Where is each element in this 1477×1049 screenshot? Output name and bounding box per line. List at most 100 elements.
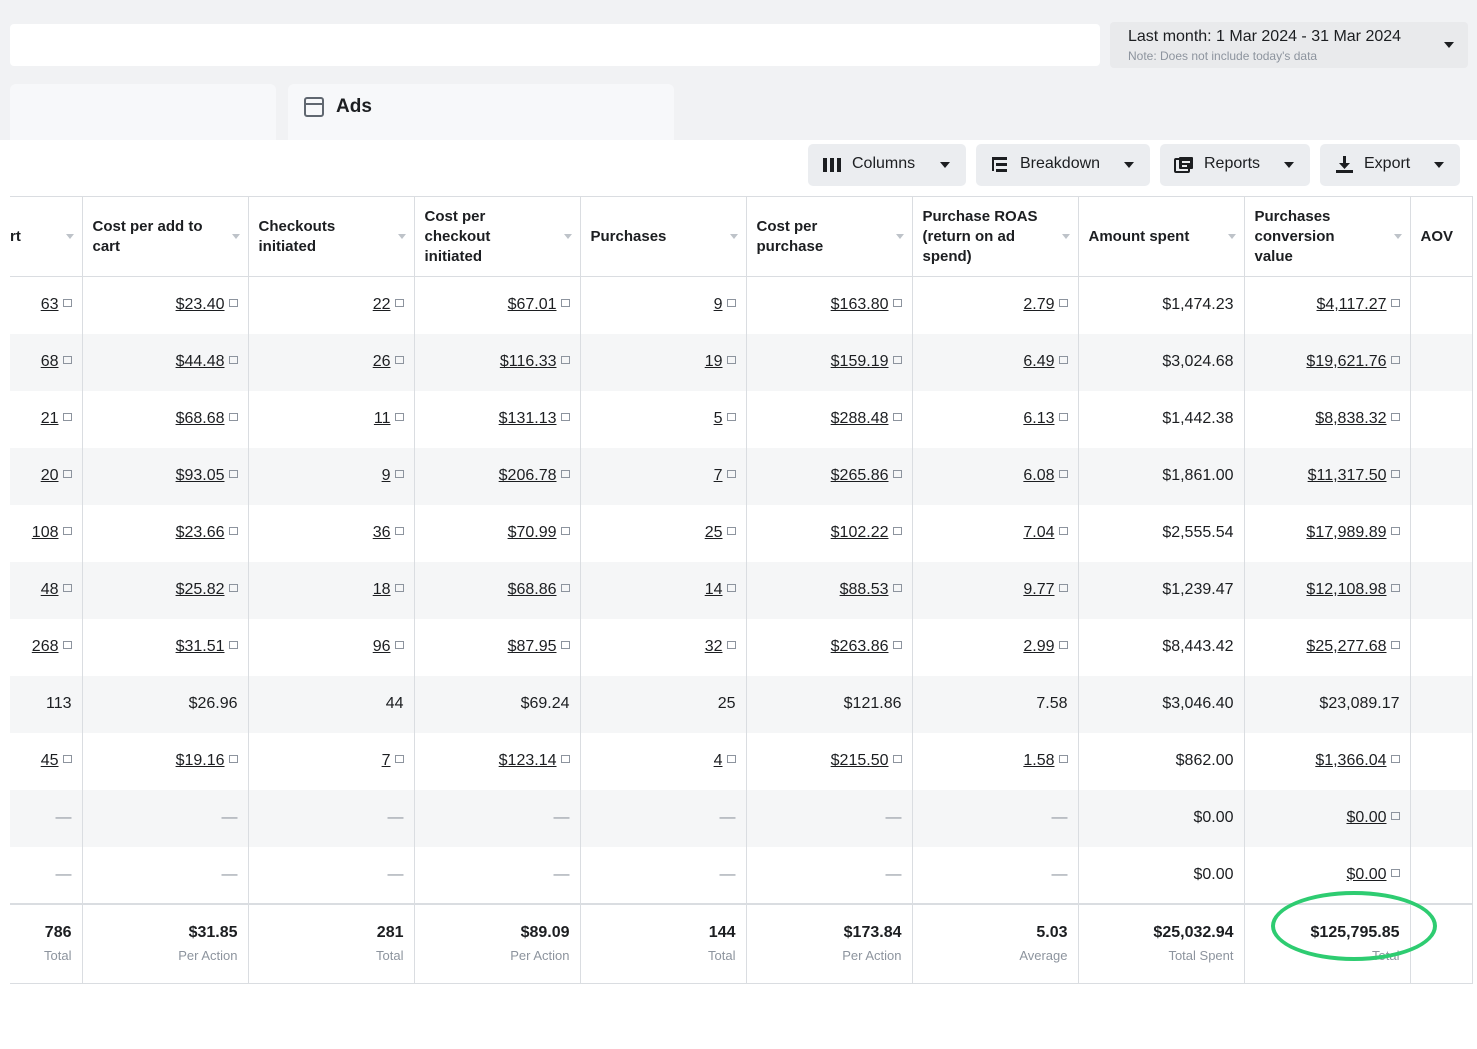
reports-button[interactable]: Reports — [1160, 144, 1310, 186]
metric-link[interactable]: $19,621.76 — [1306, 353, 1387, 370]
metric-link[interactable]: $67.01 — [507, 296, 557, 314]
metric-link[interactable]: 6.08 — [1023, 467, 1055, 484]
metric-link[interactable]: 7.04 — [1023, 524, 1055, 541]
metric-link[interactable]: 45 — [40, 752, 59, 769]
table-row: 63 $23.40 22 $67.01 9 $163.80 2.79 $1,474.23 $4,… — [10, 276, 1473, 334]
metric-link[interactable]: $70.99 — [507, 524, 557, 541]
table-cell: $3,046.40 — [1078, 675, 1245, 733]
metric-link[interactable]: $0.00 — [1346, 865, 1387, 883]
metric-link[interactable]: 36 — [372, 524, 391, 541]
table-cell: $163.80 — [746, 276, 913, 334]
metric-link[interactable]: $123.14 — [498, 752, 557, 769]
metric-link[interactable]: $4,117.27 — [1316, 296, 1387, 314]
metric-link[interactable]: $93.05 — [175, 467, 225, 484]
metric-link[interactable]: 18 — [372, 581, 391, 598]
metric-link[interactable]: 2.99 — [1023, 638, 1055, 655]
tab-ad-sets[interactable] — [10, 84, 276, 140]
columns-button[interactable]: Columns — [808, 144, 966, 186]
metric-link[interactable]: $11,317.50 — [1307, 467, 1387, 484]
export-button[interactable]: Export — [1320, 144, 1460, 186]
header-checkouts-initiated[interactable]: Checkouts initiated — [248, 196, 415, 277]
metric-link[interactable]: $1,366.04 — [1315, 752, 1387, 769]
metric-link[interactable]: $102.22 — [830, 524, 889, 541]
info-icon — [62, 356, 72, 364]
info-icon — [560, 755, 570, 763]
metric-link[interactable]: $288.48 — [830, 410, 889, 427]
metric-value: $0.00 — [1193, 809, 1234, 826]
metric-link[interactable]: $44.48 — [175, 353, 225, 370]
metric-link[interactable]: $206.78 — [498, 467, 557, 484]
metric-link[interactable]: 63 — [40, 296, 59, 314]
metric-link[interactable]: 32 — [704, 638, 723, 655]
metric-link[interactable]: $265.86 — [830, 467, 889, 484]
metric-value: $8,443.42 — [1162, 638, 1234, 655]
metric-link[interactable]: $131.13 — [498, 410, 557, 427]
metric-link[interactable]: $23.40 — [175, 296, 225, 314]
header-purchases[interactable]: Purchases — [580, 196, 747, 277]
metric-link[interactable]: $68.68 — [175, 410, 225, 427]
metric-link[interactable]: 9 — [381, 467, 391, 484]
table-cell: $123.14 — [414, 732, 581, 790]
table-cell: $69.24 — [414, 675, 581, 733]
metric-link[interactable]: 9 — [713, 296, 723, 314]
metric-link[interactable]: 11 — [373, 410, 391, 427]
header-aov[interactable]: AOV — [1410, 196, 1473, 277]
metric-link[interactable]: 25 — [704, 524, 723, 541]
metric-link[interactable]: 68 — [40, 353, 59, 370]
search-bar[interactable] — [10, 24, 1100, 66]
header-cost-per-checkout[interactable]: Cost per checkout initiated — [414, 196, 581, 277]
header-cost-per-add-to-cart[interactable]: Cost per add to cart — [82, 196, 249, 277]
metric-link[interactable]: $215.50 — [830, 752, 889, 769]
tab-ads[interactable]: Ads — [288, 84, 674, 140]
metric-link[interactable]: $19.16 — [175, 752, 225, 769]
info-icon — [394, 527, 404, 535]
date-range-picker[interactable]: Last month: 1 Mar 2024 - 31 Mar 2024 Not… — [1110, 22, 1468, 68]
metric-link[interactable]: $88.53 — [839, 581, 889, 598]
metric-link[interactable]: 4 — [713, 752, 723, 769]
metric-link[interactable]: 7 — [381, 752, 391, 769]
metric-link[interactable]: $159.19 — [830, 353, 889, 370]
metric-link[interactable]: 21 — [40, 410, 59, 427]
metric-link[interactable]: 7 — [713, 467, 723, 484]
metric-link[interactable]: 48 — [40, 581, 59, 598]
table-cell: $87.95 — [414, 618, 581, 676]
header-purchase-roas[interactable]: Purchase ROAS (return on ad spend) — [912, 196, 1079, 277]
table-cell: $862.00 — [1078, 732, 1245, 790]
metric-link[interactable]: $8,838.32 — [1315, 410, 1387, 427]
metric-link[interactable]: 22 — [372, 296, 391, 314]
header-cost-per-purchase[interactable]: Cost per purchase — [746, 196, 913, 277]
metric-link[interactable]: $31.51 — [175, 638, 225, 655]
info-icon — [62, 641, 72, 649]
metric-link[interactable]: $263.86 — [830, 638, 889, 655]
metric-value: $1,442.38 — [1162, 410, 1234, 427]
metric-link[interactable]: 26 — [372, 353, 391, 370]
metric-link[interactable]: 20 — [40, 467, 59, 484]
metric-link[interactable]: $23.66 — [175, 524, 225, 541]
metric-link[interactable]: $17,989.89 — [1306, 524, 1387, 541]
metric-link[interactable]: $25,277.68 — [1306, 638, 1387, 655]
info-icon — [726, 413, 736, 421]
metric-link[interactable]: $68.86 — [507, 581, 557, 598]
metric-link[interactable]: $163.80 — [830, 296, 889, 314]
metric-link[interactable]: 1.58 — [1023, 752, 1055, 769]
metric-link[interactable]: $87.95 — [507, 638, 557, 655]
metric-link[interactable]: 9.77 — [1023, 581, 1055, 598]
metric-link[interactable]: 5 — [713, 410, 723, 427]
header-add-to-cart[interactable]: rt — [10, 196, 83, 277]
metric-link[interactable]: $12,108.98 — [1306, 581, 1387, 598]
metric-link[interactable]: $0.00 — [1346, 809, 1387, 826]
metric-link[interactable]: 96 — [372, 638, 391, 655]
breakdown-button[interactable]: Breakdown — [976, 144, 1150, 186]
metric-link[interactable]: $116.33 — [499, 353, 557, 370]
metric-link[interactable]: 6.49 — [1023, 353, 1055, 370]
header-amount-spent[interactable]: Amount spent — [1078, 196, 1245, 277]
metric-link[interactable]: $25.82 — [175, 581, 225, 598]
metric-link[interactable]: 14 — [704, 581, 723, 598]
metric-link[interactable]: 6.13 — [1023, 410, 1055, 427]
metric-link[interactable]: 268 — [31, 638, 59, 655]
header-purchases-conversion-value[interactable]: Purchases conversion value — [1244, 196, 1411, 277]
metric-link[interactable]: 19 — [704, 353, 723, 370]
metric-link[interactable]: 108 — [31, 524, 59, 541]
metric-link[interactable]: 2.79 — [1023, 296, 1055, 314]
table-cell: 113 — [10, 675, 83, 733]
